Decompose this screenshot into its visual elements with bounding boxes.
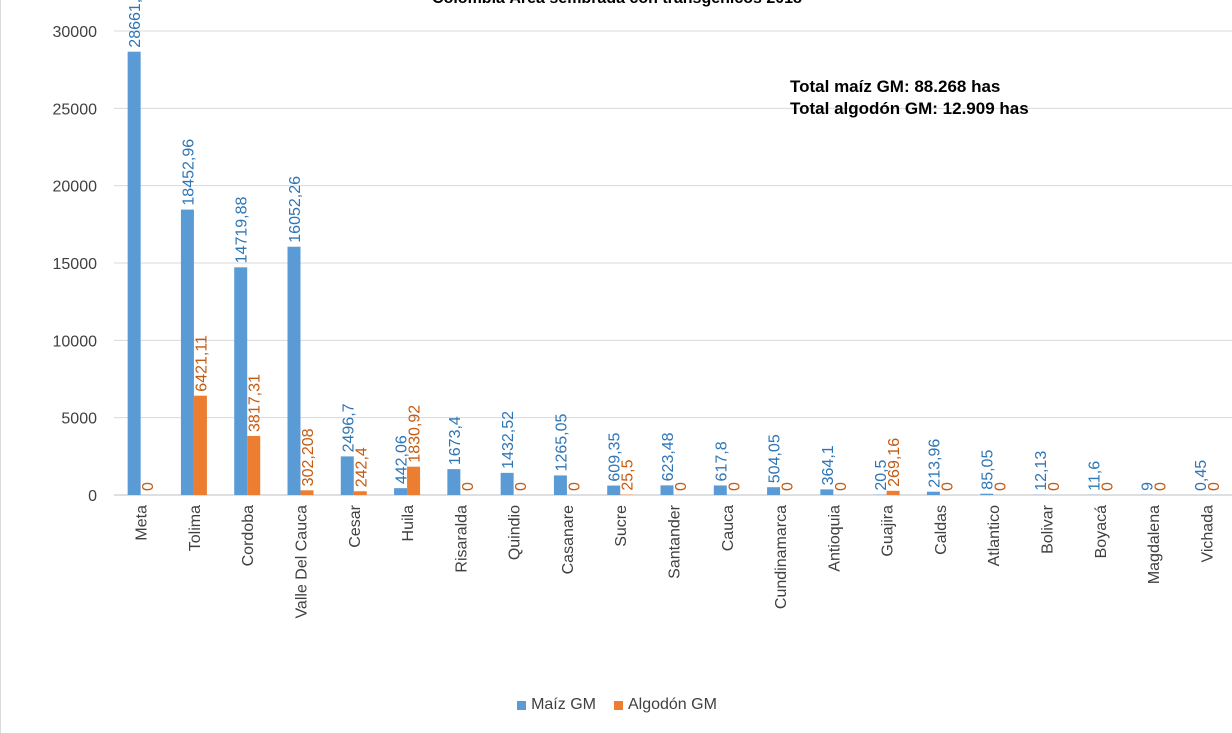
data-label-algodon: 0: [1046, 482, 1063, 491]
x-tick-label: Caldas: [933, 505, 950, 555]
legend-item-algodon: Algodón GM: [614, 696, 717, 714]
data-label-maiz: 1673,4: [447, 416, 464, 465]
bar-maiz: [234, 267, 247, 495]
y-tick-label: 20000: [53, 179, 98, 196]
x-tick-label: Bolivar: [1040, 504, 1057, 554]
x-tick-label: Quindio: [507, 505, 524, 560]
data-label-maiz: 1432,52: [500, 411, 517, 469]
data-label-algodon: 0: [939, 482, 956, 491]
legend-item-maiz: Maíz GM: [517, 696, 596, 714]
bar-maiz: [341, 456, 354, 495]
data-label-algodon: 269,16: [886, 438, 903, 487]
y-tick-label: 5000: [61, 411, 97, 428]
legend: Maíz GM Algodón GM: [1, 696, 1232, 714]
bar-maiz: [554, 475, 567, 495]
x-tick-label: Risaralda: [453, 505, 470, 573]
data-label-algodon: 0: [993, 482, 1010, 491]
x-tick-label: Cesar: [347, 504, 364, 547]
data-label-algodon: 0: [140, 482, 157, 491]
bar-algodon: [407, 467, 420, 495]
bar-maiz: [767, 487, 780, 495]
x-tick-label: Atlantico: [986, 505, 1003, 566]
y-tick-label: 0: [88, 488, 97, 505]
data-label-algodon: 0: [673, 482, 690, 491]
data-label-algodon: 0: [1206, 482, 1223, 491]
legend-label-algodon: Algodón GM: [628, 696, 717, 714]
y-tick-label: 30000: [53, 24, 98, 41]
x-tick-label: Boyacá: [1093, 505, 1110, 558]
y-tick-label: 25000: [53, 101, 98, 118]
bar-algodon: [247, 436, 260, 495]
data-label-maiz: 2496,7: [340, 403, 357, 452]
bar-maiz: [607, 486, 620, 495]
bar-maiz: [394, 488, 407, 495]
bar-maiz: [980, 494, 993, 495]
x-tick-label: Tolima: [187, 505, 204, 551]
x-tick-label: Santander: [667, 504, 684, 579]
data-label-maiz: 617,8: [713, 441, 730, 481]
bar-algodon: [887, 491, 900, 495]
data-label-algodon: 0: [780, 482, 797, 491]
x-tick-label: Casanare: [560, 505, 577, 574]
data-label-algodon: 0: [726, 482, 743, 491]
x-tick-label: Guajira: [880, 505, 897, 557]
data-label-algodon: 0: [513, 482, 530, 491]
bar-maiz: [447, 469, 460, 495]
data-label-algodon: 0: [1153, 482, 1170, 491]
legend-swatch-algodon: [614, 701, 623, 710]
data-label-maiz: 623,48: [660, 432, 677, 481]
data-label-algodon: 0: [566, 482, 583, 491]
data-label-maiz: 14719,88: [234, 196, 251, 263]
x-tick-label: Magdalena: [1146, 505, 1163, 584]
x-tick-label: Vichada: [1199, 505, 1216, 563]
total-maiz-annotation: Total maíz GM: 88.268 has: [790, 77, 1000, 97]
bar-algodon: [354, 491, 367, 495]
data-label-algodon: 6421,11: [193, 335, 210, 392]
x-tick-label: Cordoba: [240, 505, 257, 566]
total-algodon-annotation: Total algodón GM: 12.909 has: [790, 99, 1029, 119]
data-label-algodon: 242,4: [353, 447, 370, 487]
data-label-algodon: 0: [1099, 482, 1116, 491]
bar-maiz: [181, 210, 194, 495]
x-tick-label: Cundinamarca: [773, 505, 790, 609]
data-label-maiz: 213,96: [926, 439, 943, 488]
y-tick-label: 10000: [53, 333, 98, 350]
legend-label-maiz: Maíz GM: [531, 696, 596, 714]
bar-maiz: [501, 473, 514, 495]
bar-maiz: [288, 247, 301, 495]
bar-maiz: [927, 492, 940, 495]
bar-algodon: [301, 490, 314, 495]
x-tick-label: Valle Del Cauca: [294, 505, 311, 619]
x-tick-label: Sucre: [613, 505, 630, 547]
data-label-maiz: 18452,96: [180, 139, 197, 206]
data-label-maiz: 28661,96: [127, 0, 144, 48]
bar-algodon: [194, 396, 207, 495]
data-label-algodon: 3817,31: [247, 374, 264, 432]
x-tick-label: Huila: [400, 505, 417, 542]
x-tick-label: Antioquia: [826, 505, 843, 572]
x-tick-label: Meta: [134, 505, 151, 541]
bar-maiz: [714, 485, 727, 495]
bar-maiz: [128, 52, 141, 495]
x-tick-label: Cauca: [720, 505, 737, 551]
data-label-maiz: 16052,26: [287, 176, 304, 243]
data-label-algodon: 0: [460, 482, 477, 491]
data-label-maiz: 1265,05: [553, 413, 570, 471]
data-label-algodon: 0: [833, 482, 850, 491]
data-label-algodon: 1830,92: [407, 405, 424, 463]
data-label-algodon: 25,5: [620, 459, 637, 490]
data-label-maiz: 504,05: [767, 434, 784, 483]
y-tick-label: 15000: [53, 256, 98, 273]
data-label-maiz: 364,1: [820, 445, 837, 485]
bar-maiz: [661, 485, 674, 495]
bar-maiz: [820, 489, 833, 495]
legend-swatch-maiz: [517, 701, 526, 710]
data-label-algodon: 302,208: [300, 428, 317, 486]
